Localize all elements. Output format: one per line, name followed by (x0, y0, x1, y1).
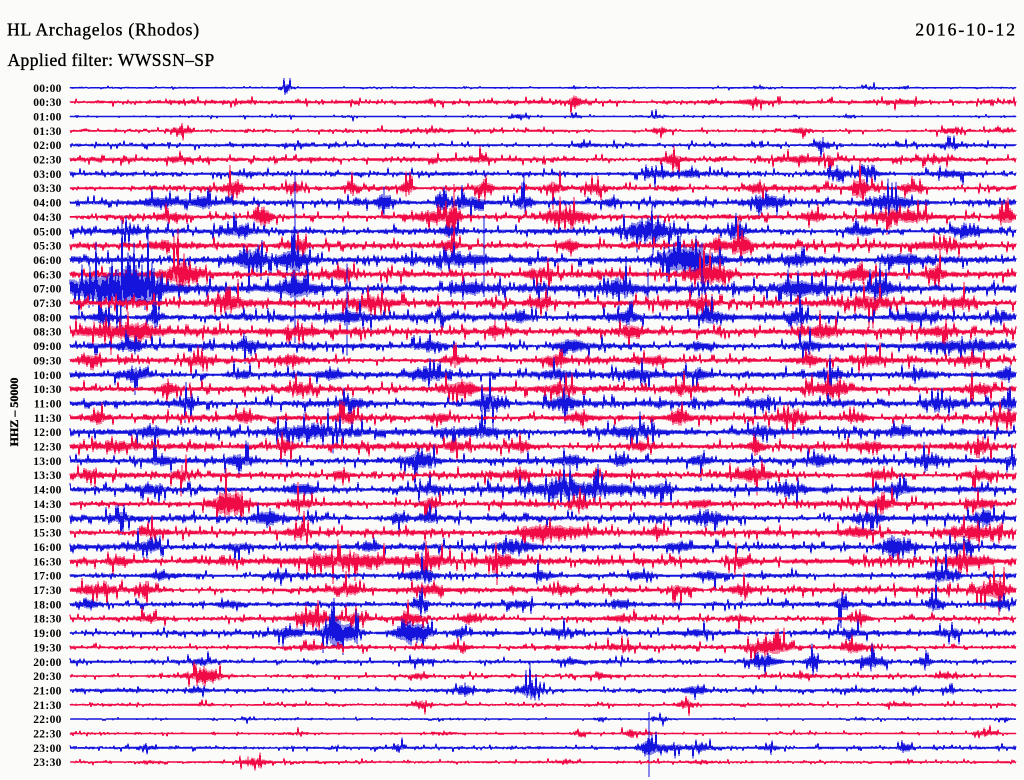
svg-text:17:30: 17:30 (33, 585, 62, 597)
svg-text:20:00: 20:00 (33, 657, 62, 669)
svg-text:14:00: 14:00 (33, 485, 62, 497)
svg-text:22:00: 22:00 (33, 714, 62, 726)
svg-text:08:00: 08:00 (33, 312, 62, 324)
svg-text:21:00: 21:00 (33, 686, 62, 698)
svg-text:11:00: 11:00 (34, 399, 62, 411)
svg-text:08:30: 08:30 (33, 327, 62, 339)
svg-text:00:30: 00:30 (33, 97, 62, 109)
svg-text:19:00: 19:00 (33, 628, 62, 640)
svg-text:04:30: 04:30 (33, 212, 62, 224)
svg-text:05:00: 05:00 (33, 226, 62, 238)
svg-text:09:30: 09:30 (33, 355, 62, 367)
svg-text:03:30: 03:30 (33, 183, 62, 195)
svg-text:02:00: 02:00 (33, 140, 62, 152)
svg-text:07:00: 07:00 (33, 284, 62, 296)
svg-text:23:00: 23:00 (33, 743, 62, 755)
svg-text:10:30: 10:30 (33, 384, 62, 396)
svg-text:21:30: 21:30 (33, 700, 62, 712)
svg-text:01:30: 01:30 (33, 126, 62, 138)
svg-text:17:00: 17:00 (33, 571, 62, 583)
svg-text:HHZ – 50000: HHZ – 50000 (7, 378, 21, 447)
svg-text:13:00: 13:00 (33, 456, 62, 468)
svg-text:18:30: 18:30 (33, 614, 62, 626)
svg-text:12:00: 12:00 (33, 427, 62, 439)
svg-text:2016-10-12: 2016-10-12 (915, 20, 1017, 40)
svg-text:01:00: 01:00 (33, 112, 62, 124)
svg-text:03:00: 03:00 (33, 169, 62, 181)
svg-text:13:30: 13:30 (33, 470, 62, 482)
svg-text:14:30: 14:30 (33, 499, 62, 511)
svg-text:11:30: 11:30 (34, 413, 62, 425)
svg-text:10:00: 10:00 (33, 370, 62, 382)
svg-text:Applied filter: WWSSN–SP: Applied filter: WWSSN–SP (8, 50, 215, 70)
svg-text:00:00: 00:00 (33, 83, 62, 95)
svg-text:19:30: 19:30 (33, 642, 62, 654)
svg-text:05:30: 05:30 (33, 241, 62, 253)
svg-text:16:30: 16:30 (33, 556, 62, 568)
svg-text:07:30: 07:30 (33, 298, 62, 310)
svg-text:HL Archagelos (Rhodos): HL Archagelos (Rhodos) (7, 20, 200, 40)
svg-text:12:30: 12:30 (33, 442, 62, 454)
svg-text:04:00: 04:00 (33, 198, 62, 210)
svg-text:20:30: 20:30 (33, 671, 62, 683)
svg-text:15:00: 15:00 (33, 513, 62, 525)
svg-text:15:30: 15:30 (33, 528, 62, 540)
svg-text:16:00: 16:00 (33, 542, 62, 554)
svg-text:09:00: 09:00 (33, 341, 62, 353)
svg-text:06:00: 06:00 (33, 255, 62, 267)
svg-text:18:00: 18:00 (33, 599, 62, 611)
svg-text:02:30: 02:30 (33, 155, 62, 167)
svg-text:22:30: 22:30 (33, 729, 62, 741)
svg-text:06:30: 06:30 (33, 269, 62, 281)
svg-text:23:30: 23:30 (33, 757, 62, 769)
